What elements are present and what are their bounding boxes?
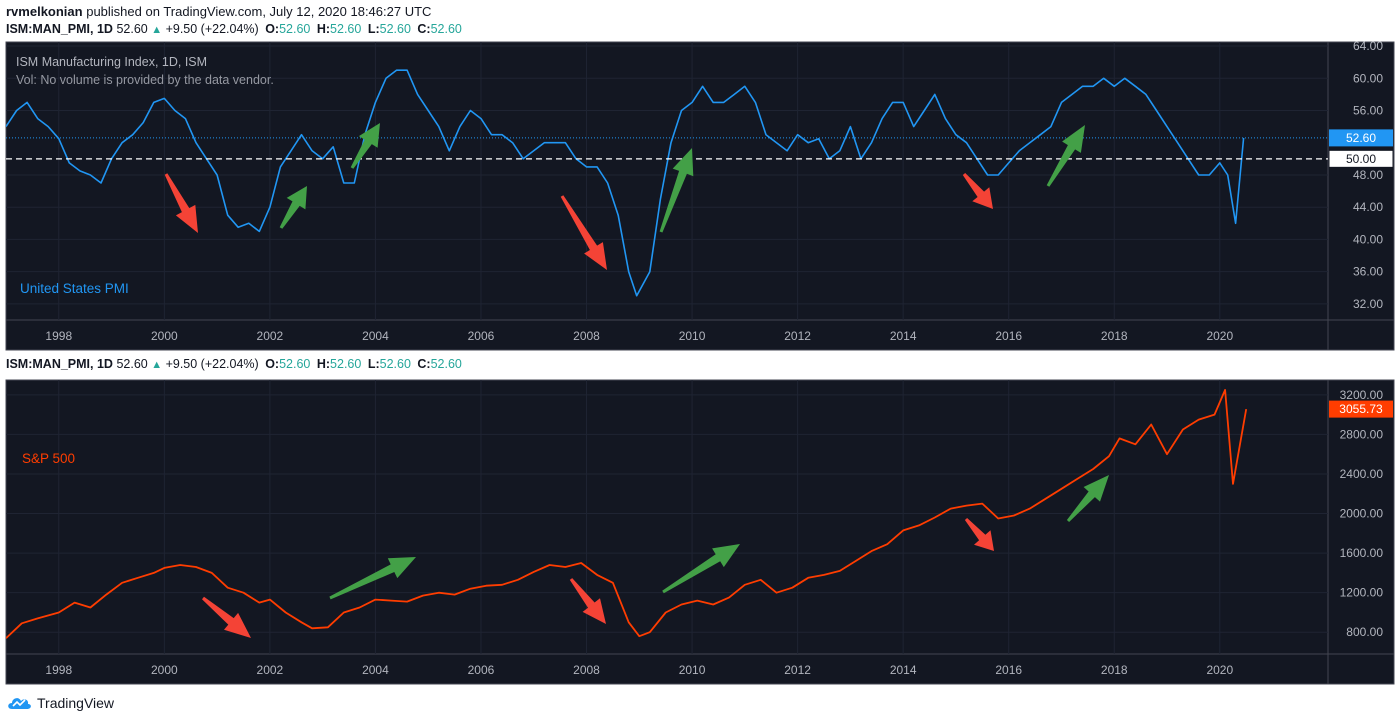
price-tick-label: 44.00	[1353, 200, 1383, 214]
up-arrow-icon	[662, 544, 740, 594]
up-arrow-icon	[1046, 125, 1085, 187]
up-arrow-icon	[279, 186, 307, 229]
time-tick-label: 2014	[890, 663, 917, 677]
publish-header: rvmelkonian published on TradingView.com…	[0, 0, 1400, 40]
cloud-logo-icon	[8, 698, 31, 709]
time-tick-label: 1998	[45, 329, 72, 343]
spx-line	[6, 388, 1248, 639]
down-arrow-icon	[202, 596, 251, 638]
up-arrow-icon	[329, 557, 416, 600]
spx-pane[interactable]	[5, 379, 1395, 685]
pmi-grid	[6, 42, 1328, 320]
change-value-2: +9.50 (+22.04%)	[165, 357, 259, 371]
pmi-line	[6, 69, 1245, 297]
pmi-last-price-tag: 52.60	[1329, 129, 1393, 147]
time-tick-label: 2006	[468, 663, 495, 677]
time-tick-label: 2020	[1206, 329, 1233, 343]
price-tick-label: 2400.00	[1340, 467, 1384, 481]
down-arrow-icon	[569, 578, 606, 624]
change-value: +9.50 (+22.04%)	[165, 22, 259, 36]
annotation-arrows	[164, 123, 1109, 638]
price-tick-label: 1600.00	[1340, 546, 1384, 560]
author-link[interactable]: rvmelkonian	[6, 4, 83, 19]
down-arrow-icon	[164, 173, 198, 233]
pmi-series-label: United States PMI	[20, 281, 129, 296]
price-tick-label: 3200.00	[1340, 388, 1384, 402]
spx-series-label: S&P 500	[22, 451, 75, 466]
price-tick-label: 32.00	[1353, 297, 1383, 311]
price-tick-label: 40.00	[1353, 232, 1383, 246]
price-tick-label: 60.00	[1353, 71, 1383, 85]
pmi-study-title[interactable]: ISM Manufacturing Index, 1D, ISM	[16, 55, 207, 69]
price-tick-label: 64.00	[1353, 39, 1383, 53]
spx-last-price-label: 3055.73	[1339, 402, 1383, 416]
price-tick-label: 1200.00	[1340, 586, 1384, 600]
pmi-price-axis[interactable]: 64.00 60.00 56.00 48.00 44.00 40.00 36.00 32.00	[1353, 39, 1383, 311]
time-tick-label: 2020	[1206, 663, 1233, 677]
time-tick-label: 2008	[573, 329, 600, 343]
time-tick-label: 2012	[784, 663, 811, 677]
footer: TradingView	[0, 690, 1400, 721]
last-value-2: 52.60	[116, 357, 148, 371]
spx-plot	[6, 388, 1248, 639]
time-tick-label: 2012	[784, 329, 811, 343]
time-tick-label: 2010	[679, 329, 706, 343]
time-tick-label: 2002	[257, 329, 284, 343]
publish-info: published on TradingView.com, July 12, 2…	[86, 4, 432, 19]
tradingview-logo[interactable]: TradingView	[6, 695, 114, 711]
brand-name: TradingView	[37, 695, 115, 711]
down-arrow-icon	[962, 173, 993, 209]
reference-line-label: 50.00	[1346, 152, 1376, 166]
price-tick-label: 36.00	[1353, 265, 1383, 279]
price-tick-label: 2000.00	[1340, 507, 1384, 521]
time-tick-label: 2004	[362, 329, 389, 343]
time-tick-label: 2008	[573, 663, 600, 677]
last-value: 52.60	[116, 22, 148, 36]
time-tick-label: 2018	[1101, 663, 1128, 677]
up-arrow-icon	[350, 123, 380, 169]
up-triangle-icon: ▲	[151, 359, 163, 371]
time-tick-label: 2016	[995, 329, 1022, 343]
reference-line-tag: 50.00	[1328, 149, 1394, 168]
up-arrow-icon	[1066, 475, 1109, 522]
time-tick-label: 2000	[151, 329, 178, 343]
time-tick-label: 2014	[890, 329, 917, 343]
up-arrow-icon	[659, 148, 694, 233]
publish-line: rvmelkonian published on TradingView.com…	[6, 4, 431, 19]
time-tick-label: 2006	[468, 329, 495, 343]
time-tick-label: 2004	[362, 663, 389, 677]
time-tick-label: 2016	[995, 663, 1022, 677]
pmi-time-axis[interactable]: 1998 2000 2002 2004 2006 2008 2010 2012 2014 2016…	[45, 329, 1233, 343]
down-arrow-icon	[964, 518, 994, 551]
pmi-plot	[6, 69, 1328, 297]
pmi-last-price-label: 52.60	[1346, 131, 1376, 145]
time-tick-label: 2000	[151, 663, 178, 677]
symbol-label[interactable]: ISM:MAN_PMI, 1D	[6, 22, 113, 36]
time-tick-label: 2002	[257, 663, 284, 677]
chart-canvas[interactable]: 64.00 60.00 56.00 48.00 44.00 40.00 36.00 32.00…	[0, 0, 1400, 690]
up-triangle-icon: ▲	[151, 24, 163, 36]
spx-time-axis[interactable]: 1998 2000 2002 2004 2006 2008 2010 2012 2014 2016…	[45, 663, 1233, 677]
spx-grid	[6, 380, 1328, 654]
pmi-pane[interactable]	[5, 41, 1395, 351]
down-arrow-icon	[560, 195, 607, 270]
spx-price-axis[interactable]: 3200.00 2800.00 2400.00 2000.00 1600.00 1200.…	[1340, 388, 1384, 639]
time-tick-label: 1998	[45, 663, 72, 677]
spx-last-price-tag: 3055.73	[1329, 400, 1393, 418]
symbol-label-2[interactable]: ISM:MAN_PMI, 1D	[6, 357, 113, 371]
top-legend: ISM:MAN_PMI, 1D 52.60 ▲ +9.50 (+22.04%) …	[6, 22, 462, 36]
price-tick-label: 48.00	[1353, 168, 1383, 182]
time-tick-label: 2018	[1101, 329, 1128, 343]
price-tick-label: 2800.00	[1340, 427, 1384, 441]
price-tick-label: 56.00	[1353, 103, 1383, 117]
time-tick-label: 2010	[679, 663, 706, 677]
bottom-legend: ISM:MAN_PMI, 1D 52.60 ▲ +9.50 (+22.04%) …	[6, 357, 1400, 375]
price-tick-label: 800.00	[1346, 625, 1383, 639]
volume-note: Vol: No volume is provided by the data v…	[16, 73, 274, 87]
